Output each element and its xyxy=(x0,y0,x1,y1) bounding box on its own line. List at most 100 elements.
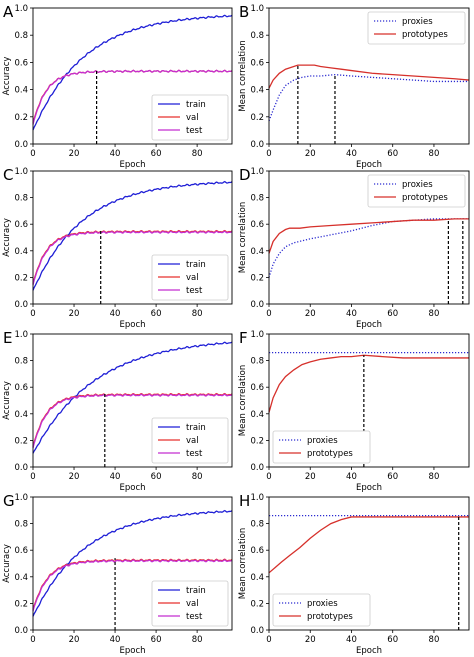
panel-h: H 0 20 40 60 80 0.0 0.2 0.4 0.6 0.8 1.0 Epoch Mean co… xyxy=(238,492,470,656)
y-tick-label: 0.0 xyxy=(250,626,264,636)
y-tick-label: 0.0 xyxy=(14,300,28,310)
y-axis-label: Mean correlation xyxy=(238,40,248,111)
legend-label-train: train xyxy=(186,586,206,596)
legend-label-prototypes: prototypes xyxy=(402,193,448,203)
y-tick-label: 0.6 xyxy=(14,220,28,230)
x-tick-label: 60 xyxy=(387,635,398,645)
y-tick-label: 0.0 xyxy=(14,140,28,150)
y-tick-label: 0.6 xyxy=(250,58,264,68)
y-tick-label: 0.8 xyxy=(14,357,28,367)
y-tick-label: 0.4 xyxy=(250,410,264,420)
x-axis-label: Epoch xyxy=(356,320,382,330)
y-tick-label: 0.2 xyxy=(14,436,28,446)
x-tick-label: 40 xyxy=(110,149,121,159)
series-line-prototypes xyxy=(268,64,470,89)
series-line-train xyxy=(32,341,233,454)
x-tick-label: 40 xyxy=(110,309,121,319)
legend-box xyxy=(151,580,229,627)
x-tick-label: 20 xyxy=(69,472,80,482)
legend: train val test xyxy=(151,417,229,464)
y-tick-label: 0.2 xyxy=(14,273,28,283)
plot-frame xyxy=(32,170,233,305)
legend-label-val: val xyxy=(186,113,199,123)
panel-a: A 0 20 40 60 80 0.0 0.2 0.4 0.6 0.8 1.0 Epoch Accurac… xyxy=(2,3,233,170)
y-tick-label: 0.0 xyxy=(250,463,264,473)
plot-frame xyxy=(32,496,233,631)
legend-label-test: test xyxy=(186,612,203,622)
panel-b: B 0 20 40 60 80 0.0 0.2 0.4 0.6 0.8 1.0 Epoch Mean co… xyxy=(238,3,470,170)
x-tick-label: 60 xyxy=(151,472,162,482)
y-tick-label: 1.0 xyxy=(250,4,264,14)
y-tick-label: 0.2 xyxy=(250,436,264,446)
x-tick-label: 80 xyxy=(429,472,440,482)
y-tick-label: 0.0 xyxy=(250,300,264,310)
y-tick-label: 0.0 xyxy=(250,140,264,150)
x-tick-label: 20 xyxy=(69,149,80,159)
x-axis-label: Epoch xyxy=(356,160,382,170)
x-tick-label: 0 xyxy=(266,149,271,159)
legend-label-test: test xyxy=(186,286,203,296)
x-tick-label: 20 xyxy=(305,635,316,645)
legend-box xyxy=(367,11,466,45)
x-tick-label: 20 xyxy=(69,635,80,645)
series-line-test xyxy=(32,230,233,286)
legend-label-train: train xyxy=(186,260,206,270)
y-tick-label: 0.2 xyxy=(250,113,264,123)
panel-f: F 0 20 40 60 80 0.0 0.2 0.4 0.6 0.8 1.0 Epoch Mean co… xyxy=(238,329,470,493)
x-tick-label: 20 xyxy=(69,309,80,319)
x-axis-label: Epoch xyxy=(119,483,145,493)
y-tick-label: 0.0 xyxy=(14,626,28,636)
series-line-train xyxy=(32,14,233,131)
x-tick-label: 0 xyxy=(30,309,35,319)
y-axis-label: Mean correlation xyxy=(238,202,248,273)
legend-label-proxies: proxies xyxy=(307,599,338,609)
plot-frame xyxy=(268,496,470,631)
legend-label-proxies: proxies xyxy=(402,180,433,190)
y-tick-label: 0.6 xyxy=(14,546,28,556)
plot-frame xyxy=(268,170,470,305)
legend-label-test: test xyxy=(186,126,203,136)
plot-frame xyxy=(268,7,470,145)
plot-frame xyxy=(32,7,233,145)
panel-g: G 0 20 40 60 80 0.0 0.2 0.4 0.6 0.8 1.0 Epoch Accurac… xyxy=(2,492,233,656)
y-tick-label: 0.8 xyxy=(250,194,264,204)
y-tick-label: 0.2 xyxy=(250,599,264,609)
panel-letter: A xyxy=(3,3,14,21)
x-tick-label: 80 xyxy=(192,149,203,159)
y-tick-label: 0.2 xyxy=(14,599,28,609)
y-tick-label: 0.6 xyxy=(250,220,264,230)
y-axis-label: Accuracy xyxy=(2,544,12,583)
legend: proxies prototypes xyxy=(272,430,371,464)
x-tick-label: 40 xyxy=(346,635,357,645)
y-tick-label: 0.8 xyxy=(250,520,264,530)
legend-box xyxy=(151,94,229,141)
x-tick-label: 60 xyxy=(151,635,162,645)
y-tick-label: 0.6 xyxy=(14,58,28,68)
x-tick-label: 40 xyxy=(346,149,357,159)
panel-d: D 0 20 40 60 80 0.0 0.2 0.4 0.6 0.8 1.0 Epoch Mean co… xyxy=(238,166,470,330)
legend-label-prototypes: prototypes xyxy=(307,449,353,459)
y-tick-label: 0.4 xyxy=(14,247,28,257)
x-tick-label: 0 xyxy=(30,149,35,159)
x-tick-label: 20 xyxy=(305,309,316,319)
y-tick-label: 1.0 xyxy=(14,4,28,14)
legend: proxies prototypes xyxy=(367,11,466,45)
x-tick-label: 80 xyxy=(429,309,440,319)
legend: train val test xyxy=(151,94,229,141)
legend-label-proxies: proxies xyxy=(307,436,338,446)
series-line-prototypes xyxy=(268,516,469,574)
y-tick-label: 0.0 xyxy=(14,463,28,473)
x-tick-label: 40 xyxy=(346,472,357,482)
y-tick-label: 0.6 xyxy=(14,383,28,393)
x-tick-label: 0 xyxy=(266,635,271,645)
panel-letter: D xyxy=(239,166,251,184)
legend-box xyxy=(151,417,229,464)
legend-label-val: val xyxy=(186,599,199,609)
y-tick-label: 1.0 xyxy=(14,330,28,340)
legend: train val test xyxy=(151,580,229,627)
y-tick-label: 0.8 xyxy=(14,520,28,530)
y-tick-label: 0.6 xyxy=(250,546,264,556)
x-tick-label: 80 xyxy=(192,309,203,319)
y-tick-label: 0.4 xyxy=(14,410,28,420)
legend-label-prototypes: prototypes xyxy=(402,30,448,40)
